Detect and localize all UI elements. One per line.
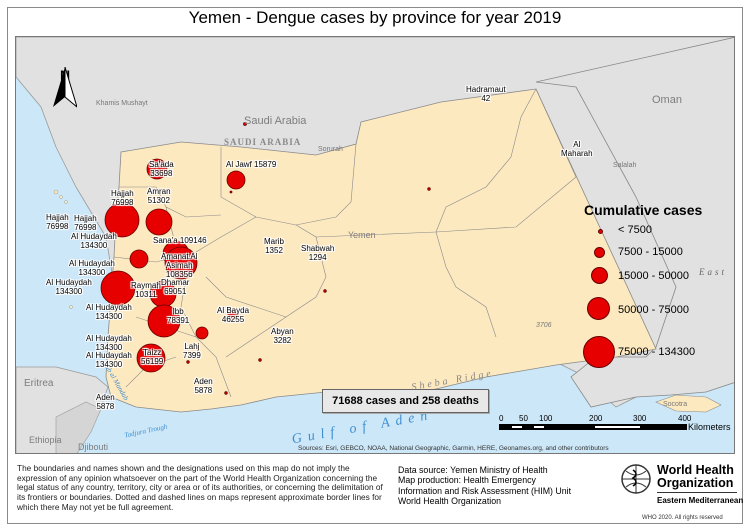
legend-item: < 7500 (584, 224, 724, 246)
country-label-yemen: Yemen (348, 230, 376, 240)
bubble-icon (583, 336, 615, 368)
who-divider (657, 492, 737, 493)
place-sorurah: Sorurah (318, 146, 343, 153)
province-label-abyan: Abyan 3282 (271, 327, 294, 345)
province-label-lahj: Lahj 7399 (183, 342, 201, 360)
who-rights: WHO 2020. All rights reserved (642, 515, 723, 521)
province-label-al-hudaydah-2: Al Hudaydah 134300 (69, 259, 115, 277)
sea-label-east: East (699, 267, 728, 277)
province-label-al-hudaydah-6: Al Hudaydah 134300 (86, 351, 132, 369)
map-sources: Sources: Esri, GEBCO, NOAA, National Geo… (298, 445, 609, 452)
legend-title: Cumulative cases (584, 202, 703, 218)
province-label-amanat-al-asimah: Amanat Al Asimah 108356 (161, 252, 198, 279)
province-label-taizz: Taizz 56199 (141, 348, 164, 366)
who-emblem-icon (621, 464, 651, 494)
disclaimer: The boundaries and names shown and the d… (17, 463, 383, 512)
legend-item: 7500 - 15000 (584, 246, 724, 270)
who-region: Eastern Mediterranean (657, 496, 744, 505)
country-label-oman: Oman (652, 94, 682, 106)
production-org: World Health Organization (398, 496, 502, 507)
country-label-eritrea: Eritrea (24, 378, 54, 389)
legend-item: 15000 - 50000 (584, 267, 724, 300)
province-label-al-bayda: Al Bayda 46255 (217, 306, 250, 324)
legend-label: 15000 - 50000 (618, 270, 689, 282)
basemap (16, 37, 734, 453)
place-3706: 3706 (536, 322, 552, 329)
summary-box: 71688 cases and 258 deaths (322, 389, 489, 413)
scale-tick: 400 (678, 414, 692, 423)
province-label-al-jawf: Al Jawf 15879 (226, 160, 277, 169)
bubble-icon (594, 247, 605, 258)
province-label-amran: Amran 51302 (147, 187, 171, 205)
province-label-hadramaut: Hadramaut 42 (466, 85, 506, 103)
province-label-al-hudaydah-4: Al Hudaydah 134300 (86, 303, 132, 321)
place-salalah: Salalah (613, 162, 637, 169)
province-label-sanaa: Sana'a 109146 (153, 236, 207, 245)
legend-label: 50000 - 75000 (618, 304, 689, 316)
province-label-marib: Marib 1352 (264, 237, 285, 255)
north-arrow-icon (53, 67, 77, 108)
map-title: Yemen - Dengue cases by province for yea… (188, 8, 562, 27)
scale-tick: 300 (633, 414, 647, 423)
north-arrow: N (53, 67, 77, 108)
province-label-dhamar: Dhamar 69051 (161, 278, 190, 296)
country-label-saudi-arabia: Saudi Arabia (244, 115, 307, 127)
scale-tick: 0 (499, 414, 504, 423)
legend-label: 75000 - 134300 (618, 346, 696, 358)
legend-label: 7500 - 15000 (618, 246, 683, 258)
country-label-djibouti: Djibouti (78, 442, 109, 452)
map-production: Map production: Health Emergency (398, 475, 536, 486)
legend-item: 50000 - 75000 (584, 297, 724, 340)
scale-tick: 200 (589, 414, 603, 423)
map-area: Saudi Arabia SAUDI ARABIA Oman Yemen Eri… (15, 36, 735, 454)
place-khamis-mushayt: Khamis Mushayt (96, 100, 148, 107)
province-label-aden-2: Aden 5878 (96, 393, 115, 411)
legend-item: 75000 - 134300 (583, 336, 724, 370)
country-label-ethiopia: Ethiopia (29, 435, 62, 445)
province-label-shabwah: Shabwah 1294 (301, 244, 335, 262)
province-label-al-hudaydah-1: Al Hudaydah 134300 (71, 232, 117, 250)
province-label-hajjah-3: Hajjah 76998 (74, 214, 97, 232)
data-source-block: Data source: Yemen Ministry of Health Ma… (398, 465, 618, 507)
bubble-icon (587, 297, 610, 320)
province-label-saada: Sa'ada 33698 (149, 160, 174, 178)
province-label-hajjah: Hajjah 76998 (111, 189, 134, 207)
data-source: Data source: Yemen Ministry of Health (398, 465, 548, 475)
province-label-hajjah-2: Hajjah 76998 (46, 213, 69, 231)
bubble-icon (591, 267, 608, 284)
legend: Cumulative cases < 7500 7500 - 15000 150… (583, 202, 724, 370)
place-socotra: Socotra (663, 401, 688, 408)
province-label-aden-1: Aden 5878 (194, 377, 213, 395)
legend-label: < 7500 (618, 224, 652, 236)
scale-unit: Kilometers (688, 422, 731, 432)
scale-bar-graphic (499, 424, 687, 430)
province-label-al-hudaydah-3: Al Hudaydah 134300 (46, 278, 92, 296)
production-unit: Information and Risk Assessment (HIM) Un… (398, 485, 572, 496)
who-name: World Health Organization (657, 463, 734, 490)
province-label-ibb: Ibb 78391 (167, 307, 190, 325)
scale-ticks: 0 50 100 200 300 400 (499, 414, 692, 424)
country-label-saudi-arabia-caps: SAUDI ARABIA (224, 137, 302, 147)
scale-bar: 0 50 100 200 300 400 Kilometers (499, 414, 731, 432)
bubble-icon (598, 229, 603, 234)
province-label-al-hudaydah-5: Al Hudaydah 134300 (86, 334, 132, 352)
province-label-al-maharah: Al Maharah (561, 140, 593, 158)
scale-tick: 100 (539, 414, 553, 423)
scale-tick: 50 (519, 414, 528, 423)
province-label-raymah: Raymah 10311 (131, 281, 161, 299)
